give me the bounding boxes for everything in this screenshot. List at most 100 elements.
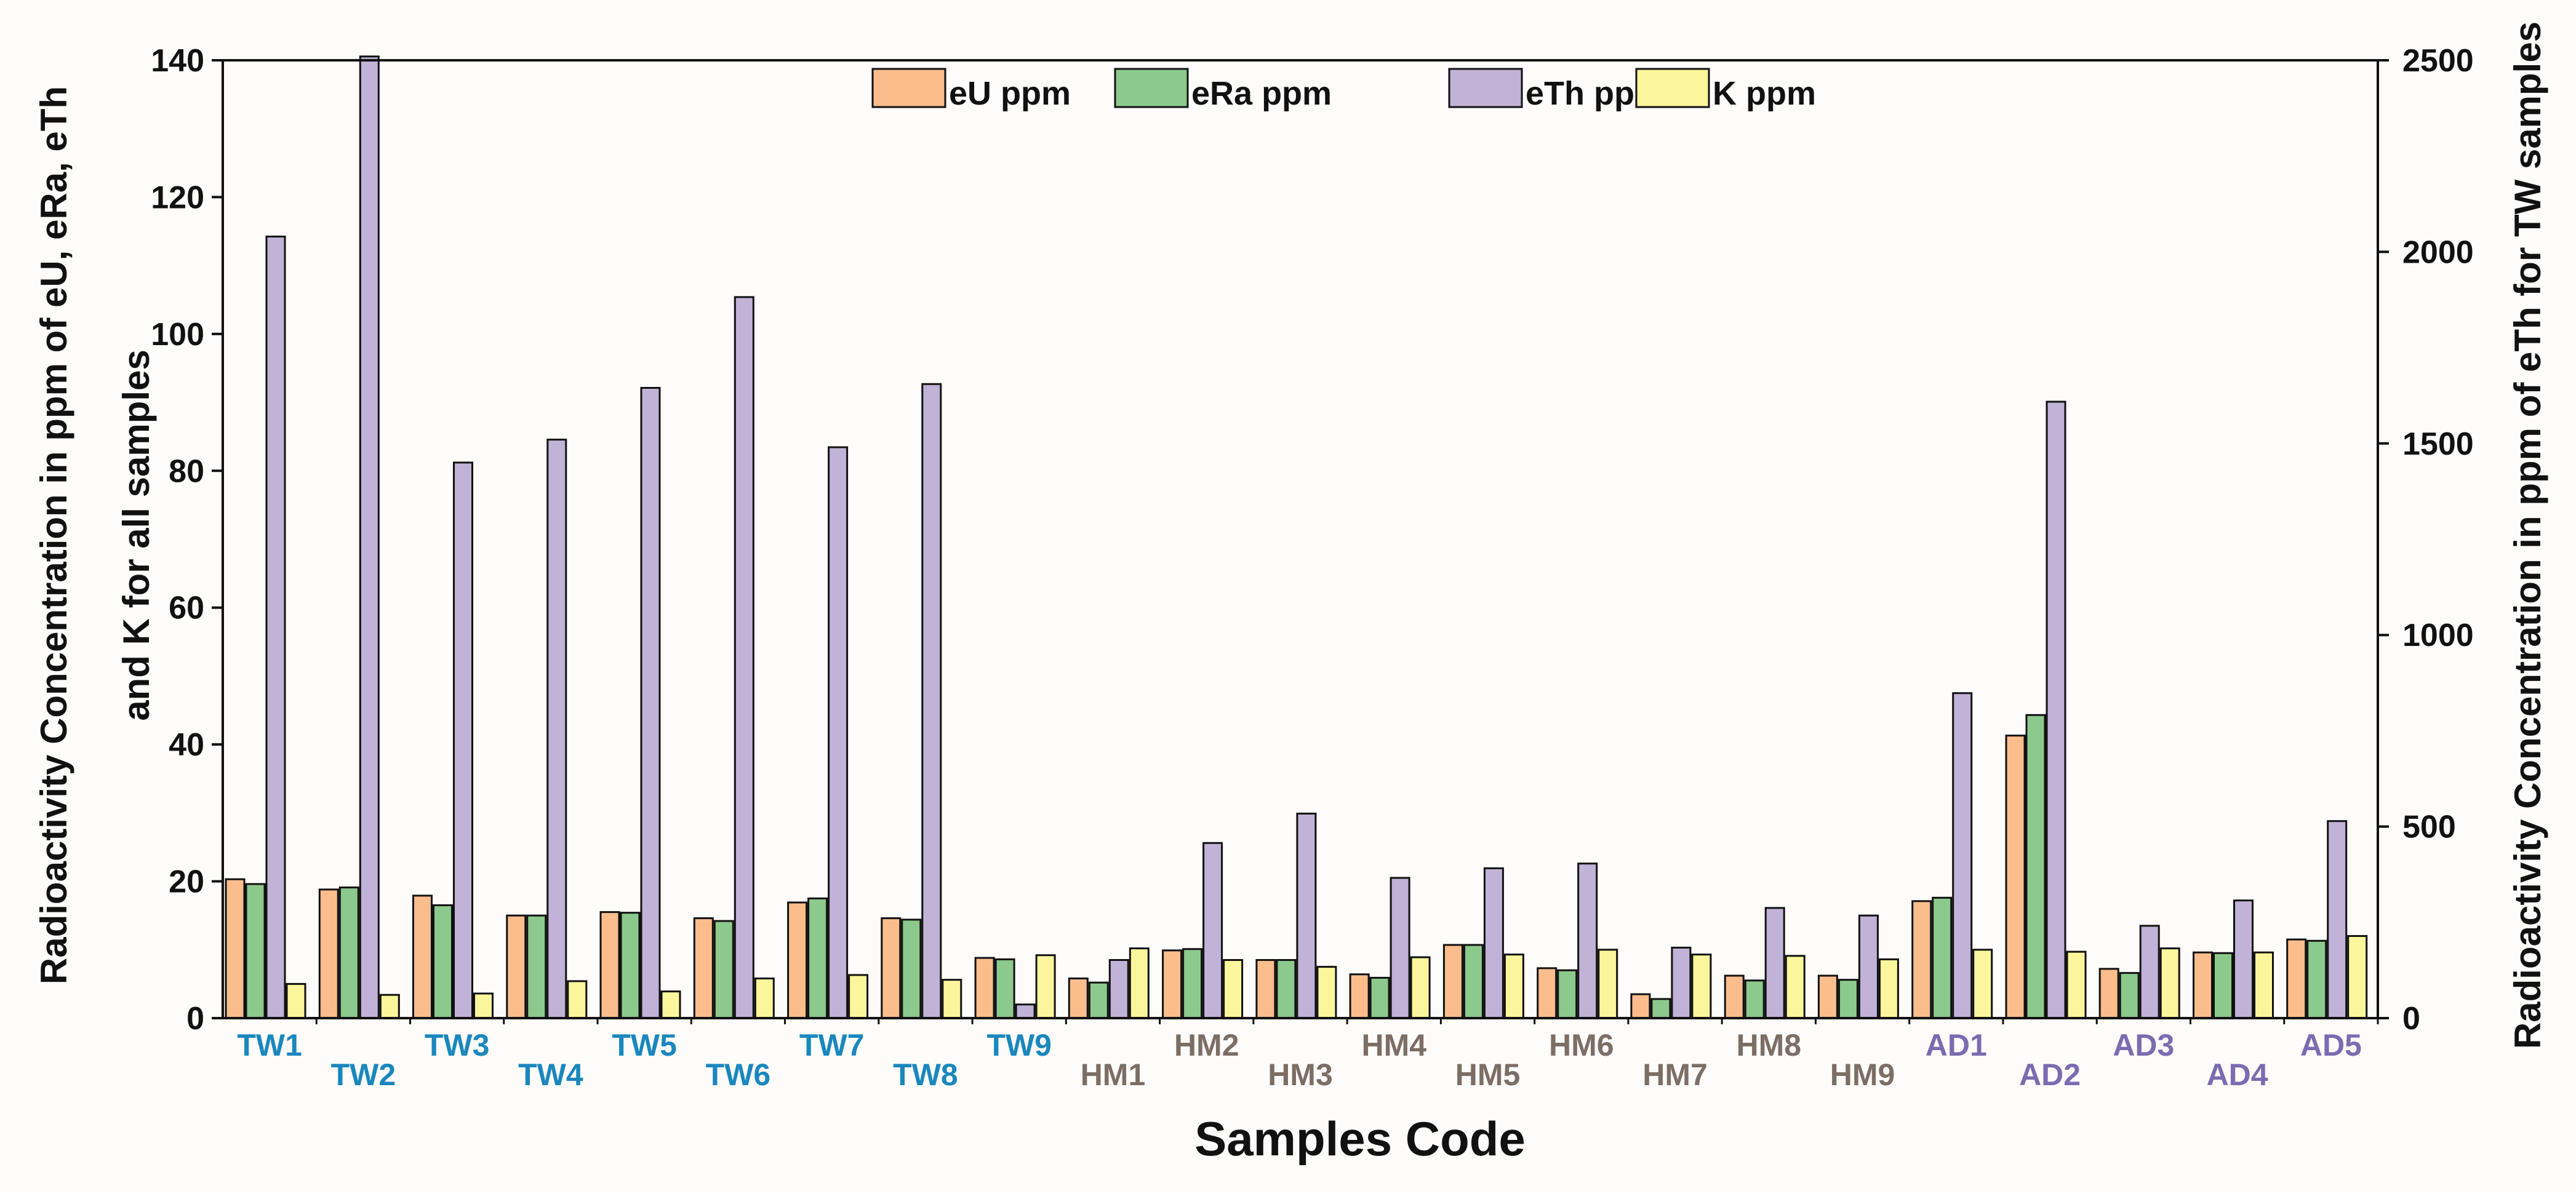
bar-k-hm4 bbox=[1410, 956, 1431, 1019]
bar-eth-tw8 bbox=[921, 383, 942, 1019]
x-tick-label-tw8: TW8 bbox=[893, 1058, 958, 1092]
bar-eu-ad2 bbox=[2005, 735, 2026, 1019]
bar-eu-ad1 bbox=[1911, 900, 1932, 1019]
bar-eth-tw6 bbox=[734, 296, 754, 1019]
bar-k-hm6 bbox=[1598, 949, 1618, 1019]
bar-era-ad5 bbox=[2306, 939, 2327, 1019]
bar-eu-hm4 bbox=[1349, 973, 1370, 1019]
x-tick-label-ad1: AD1 bbox=[1926, 1028, 1987, 1062]
x-tick-label-tw9: TW9 bbox=[986, 1028, 1052, 1062]
legend-label-era: eRa ppm bbox=[1191, 75, 1332, 112]
bar-era-hm7 bbox=[1650, 998, 1671, 1019]
bar-k-tw3 bbox=[473, 992, 494, 1019]
bar-k-hm1 bbox=[1129, 947, 1150, 1019]
bar-era-tw8 bbox=[901, 918, 922, 1019]
bar-k-hm8 bbox=[1785, 955, 1806, 1019]
bar-k-hm7 bbox=[1691, 954, 1712, 1019]
bar-era-ad2 bbox=[2025, 714, 2046, 1019]
bar-era-hm2 bbox=[1182, 948, 1203, 1019]
x-tick-label-hm7: HM7 bbox=[1642, 1058, 1708, 1092]
left-tick-label: 100 bbox=[151, 317, 204, 353]
left-tick-label: 20 bbox=[169, 864, 204, 900]
x-axis: TW1 TW2 TW3 TW4 TW5 TW6 TW7 TW8 TW9 HM1 HM2 HM3 HM4 H… bbox=[237, 1018, 2379, 1092]
left-tick-label: 140 bbox=[151, 43, 204, 79]
bar-k-tw2 bbox=[379, 994, 400, 1019]
bar-era-tw6 bbox=[713, 920, 734, 1019]
right-axis: 0 500 1000 1500 2000 2500 bbox=[2378, 43, 2474, 1037]
bar-eth-hm5 bbox=[1483, 867, 1504, 1019]
legend-label-eu: eU ppm bbox=[949, 75, 1071, 112]
bar-eu-hm7 bbox=[1630, 993, 1651, 1019]
bar-eth-ad4 bbox=[2233, 899, 2254, 1019]
bar-eth-tw7 bbox=[828, 446, 849, 1019]
bar-eu-hm8 bbox=[1724, 974, 1745, 1019]
x-tick-label-ad3: AD3 bbox=[2113, 1028, 2174, 1062]
bar-era-hm5 bbox=[1463, 944, 1484, 1019]
left-tick-label: 0 bbox=[186, 1001, 204, 1037]
bar-eu-ad3 bbox=[2098, 968, 2119, 1019]
bar-eu-ad5 bbox=[2286, 938, 2307, 1019]
x-tick-label-tw1: TW1 bbox=[237, 1028, 302, 1062]
bar-eth-tw2 bbox=[359, 55, 380, 1019]
bar-era-tw5 bbox=[620, 912, 641, 1019]
left-tick-label: 120 bbox=[151, 180, 204, 215]
bar-era-tw1 bbox=[245, 883, 266, 1019]
left-axis: 0 20 40 60 80 100 120 140 bbox=[151, 43, 223, 1037]
bar-k-ad2 bbox=[2066, 950, 2087, 1019]
bar-eth-tw5 bbox=[640, 387, 661, 1019]
x-axis-label: Samples Code bbox=[1194, 1112, 1526, 1166]
bar-k-hm5 bbox=[1503, 954, 1524, 1019]
bar-era-ad1 bbox=[1932, 896, 1953, 1019]
bar-eth-tw4 bbox=[546, 439, 567, 1019]
bar-k-tw5 bbox=[660, 990, 681, 1019]
bar-eu-tw3 bbox=[412, 894, 433, 1019]
legend-swatch-era bbox=[1114, 68, 1189, 108]
right-tick-label: 0 bbox=[2402, 1001, 2420, 1037]
bar-era-hm9 bbox=[1838, 979, 1858, 1019]
x-tick-label-hm6: HM6 bbox=[1549, 1028, 1614, 1062]
bar-eth-tw9 bbox=[1015, 1003, 1036, 1019]
bar-eu-tw8 bbox=[881, 917, 902, 1019]
bar-eu-hm3 bbox=[1255, 959, 1276, 1019]
bar-era-hm3 bbox=[1276, 959, 1297, 1019]
bar-eu-hm2 bbox=[1162, 949, 1183, 1019]
bar-eu-tw6 bbox=[693, 917, 714, 1019]
bar-k-tw4 bbox=[567, 980, 588, 1019]
x-tick-label-tw2: TW2 bbox=[331, 1058, 396, 1092]
bar-k-hm9 bbox=[1878, 958, 1899, 1019]
bar-eth-hm8 bbox=[1764, 907, 1785, 1019]
x-tick-label-hm3: HM3 bbox=[1268, 1058, 1333, 1092]
bar-eth-tw1 bbox=[265, 236, 286, 1019]
bar-eth-ad1 bbox=[1952, 692, 1973, 1019]
x-tick-label-ad2: AD2 bbox=[2019, 1058, 2081, 1092]
right-tick-label: 500 bbox=[2402, 810, 2456, 845]
plot-frame bbox=[222, 59, 2379, 1019]
bar-era-ad4 bbox=[2213, 952, 2233, 1019]
x-tick-label-tw6: TW6 bbox=[706, 1058, 771, 1092]
x-tick-label-hm9: HM9 bbox=[1830, 1058, 1895, 1092]
x-tick-label-ad4: AD4 bbox=[2207, 1058, 2268, 1092]
y2-axis-label: Radioactivity Concentration in ppm of eT… bbox=[2507, 22, 2548, 1049]
bar-eth-ad5 bbox=[2327, 820, 2348, 1019]
bar-eu-tw2 bbox=[318, 888, 339, 1019]
bar-era-hm6 bbox=[1557, 969, 1578, 1019]
bar-eth-hm6 bbox=[1577, 862, 1598, 1019]
bar-era-tw2 bbox=[338, 886, 359, 1019]
bar-era-tw4 bbox=[526, 914, 547, 1019]
right-tick-label: 1500 bbox=[2402, 426, 2474, 462]
right-tick-label: 1000 bbox=[2402, 618, 2474, 653]
x-tick-label-tw3: TW3 bbox=[425, 1028, 490, 1062]
left-tick-label: 80 bbox=[169, 453, 204, 489]
bar-era-tw9 bbox=[994, 958, 1015, 1019]
y-axis-label-line2: and K for all samples bbox=[116, 349, 157, 721]
bar-k-tw8 bbox=[942, 979, 962, 1019]
x-tick-label-tw4: TW4 bbox=[518, 1058, 583, 1092]
bar-k-tw9 bbox=[1035, 954, 1056, 1019]
bar-k-tw7 bbox=[848, 974, 869, 1019]
x-tick-label-hm8: HM8 bbox=[1737, 1028, 1802, 1062]
bar-eth-hm7 bbox=[1671, 946, 1692, 1019]
bar-eu-tw7 bbox=[787, 901, 808, 1019]
bar-k-ad1 bbox=[1972, 949, 1993, 1019]
bar-eu-ad4 bbox=[2193, 951, 2213, 1019]
